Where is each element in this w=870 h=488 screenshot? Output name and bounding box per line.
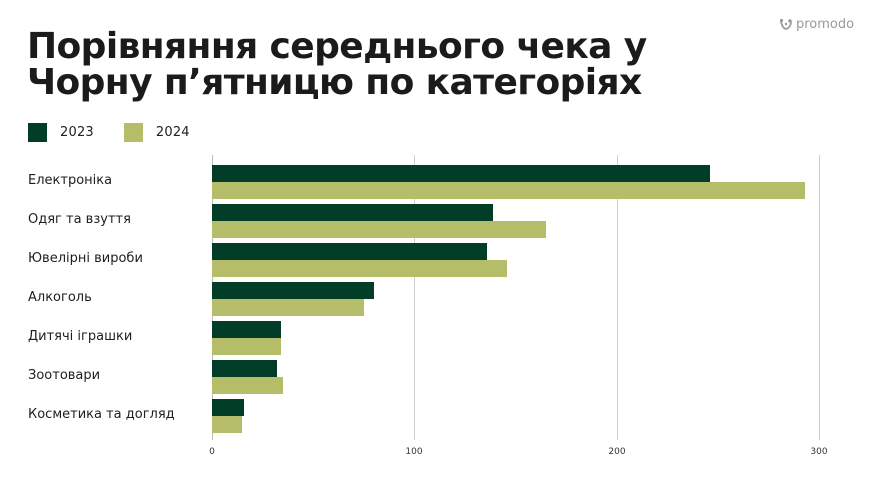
brand-name: promodo (796, 17, 855, 32)
chart-title-line-1: Порівняння середнього чека у (27, 26, 647, 67)
x-tick-label-200: 200 (608, 447, 626, 457)
gridline-300 (819, 155, 820, 440)
bar-2023 (212, 360, 277, 377)
gridline-100 (414, 155, 415, 440)
brand-logo: promodo (779, 17, 854, 32)
chart-title-line-2: Чорну п’ятницю по категоріях (27, 62, 642, 103)
bar-2024 (212, 377, 283, 394)
bar-2023 (212, 399, 244, 416)
chart-legend: 2023 2024 (28, 123, 220, 142)
bar-2024 (212, 221, 546, 238)
category-label: Дитячі іграшки (28, 329, 133, 344)
bar-2023 (212, 321, 281, 338)
x-tick-label-100: 100 (405, 447, 423, 457)
promodo-logo-icon (779, 18, 792, 30)
bar-2024 (212, 260, 507, 277)
bar-2023 (212, 282, 374, 299)
bar-2023 (212, 243, 487, 260)
x-tick-label-300: 300 (810, 447, 828, 457)
category-label: Косметика та догляд (28, 407, 175, 422)
bar-2024 (212, 182, 805, 199)
chart-title: Порівняння середнього чека у Чорну п’ятн… (27, 29, 747, 101)
legend-label-2023: 2023 (60, 125, 94, 140)
legend-swatch-2023 (28, 123, 47, 142)
category-label: Одяг та взуття (28, 212, 131, 227)
x-tick-label-0: 0 (209, 447, 215, 457)
bar-2024 (212, 338, 281, 355)
bar-2024 (212, 299, 364, 316)
bar-2024 (212, 416, 242, 433)
gridline-200 (617, 155, 618, 440)
bar-2023 (212, 204, 493, 221)
category-label: Електроніка (28, 173, 113, 188)
legend-item-2024: 2024 (123, 123, 190, 142)
category-label: Ювелірні вироби (28, 251, 143, 266)
category-label: Алкоголь (28, 290, 92, 305)
category-label: Зоотовари (28, 368, 101, 383)
bar-2023 (212, 165, 710, 182)
legend-item-2023: 2023 (28, 123, 94, 142)
legend-swatch-2024 (123, 123, 143, 142)
legend-label-2024: 2024 (155, 125, 190, 140)
